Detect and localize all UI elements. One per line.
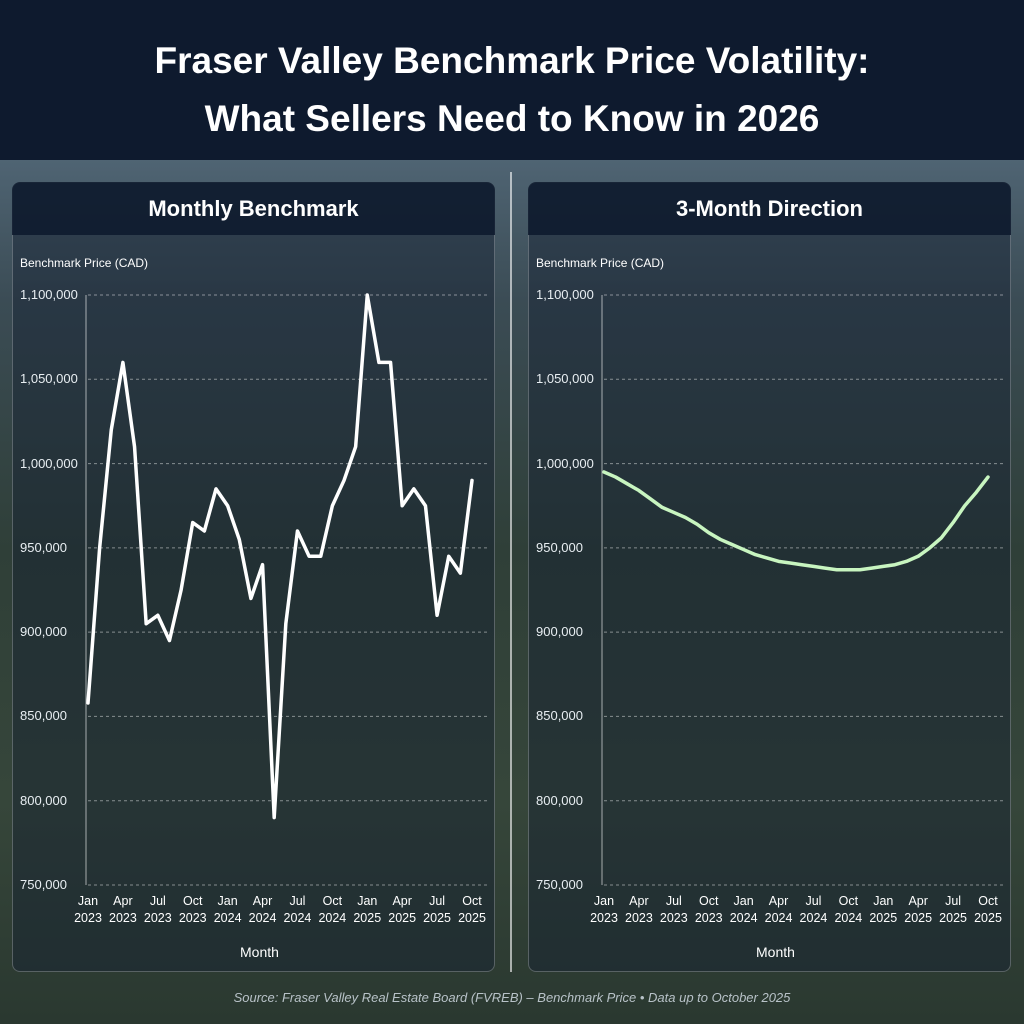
x-tick-label: Apr 2025 — [904, 894, 933, 925]
x-tick-label: Jan 2025 — [353, 894, 382, 925]
line — [602, 470, 990, 572]
x-tick-label: Oct 2023 — [178, 894, 207, 925]
x-tick-label: Jan 2023 — [74, 894, 102, 925]
y-tick-label: 1,100,000 — [20, 287, 78, 302]
y-axis-label: Benchmark Price (CAD) — [536, 256, 665, 270]
x-tick-label: Jul 2023 — [143, 894, 172, 925]
x-tick-label: Jul 2023 — [659, 894, 688, 925]
y-tick-label: 850,000 — [20, 708, 67, 724]
x-tick-label: Jul 2024 — [283, 894, 312, 925]
y-tick-label: 1,100,000 — [536, 287, 594, 302]
y-tick-label: 950,000 — [20, 539, 67, 555]
x-tick-label: Jan 2024 — [729, 894, 758, 925]
header — [0, 0, 1024, 160]
page-title: Fraser Valley Benchmark Price Volatility… — [154, 40, 870, 81]
x-axis-label: Month — [756, 944, 795, 960]
x-tick-label: Jul 2025 — [939, 894, 967, 925]
line — [86, 293, 474, 820]
panel-title: Monthly Benchmark — [12, 182, 495, 235]
x-tick-label: Jan 2023 — [590, 894, 618, 925]
x-tick-label: Jan 2024 — [213, 894, 242, 925]
divider — [510, 172, 512, 972]
y-axis-label: Benchmark Price (CAD) — [20, 256, 149, 270]
panel-title: 3-Month Direction — [528, 182, 1011, 235]
y-tick-label: 950,000 — [536, 539, 583, 555]
x-tick-label: Apr 2024 — [764, 894, 793, 925]
y-tick-label: 1,000,000 — [536, 455, 594, 471]
y-tick-label: 750,000 — [20, 877, 67, 892]
x-tick-label: Oct 2024 — [834, 894, 863, 925]
y-tick-label: 850,000 — [536, 708, 583, 724]
x-tick-label: Oct 2025 — [974, 894, 1002, 925]
y-tick-label: 750,000 — [536, 877, 583, 892]
y-tick-label: 800,000 — [20, 792, 67, 808]
y-tick-label: 900,000 — [20, 624, 67, 640]
x-tick-label: Apr 2023 — [625, 894, 653, 925]
y-tick-label: 800,000 — [536, 792, 583, 808]
panel — [12, 182, 495, 972]
x-tick-label: Oct 2023 — [694, 894, 723, 925]
x-tick-label: Oct 2025 — [458, 894, 486, 925]
x-axis-label: Month — [240, 944, 279, 960]
y-tick-label: 1,000,000 — [20, 455, 78, 471]
x-tick-label: Apr 2025 — [388, 894, 417, 925]
x-tick-label: Jul 2024 — [799, 894, 828, 925]
source-note: Source: Fraser Valley Real Estate Board … — [233, 990, 791, 1005]
x-tick-label: Oct 2024 — [318, 894, 347, 925]
panel — [528, 182, 1011, 972]
x-tick-label: Apr 2024 — [248, 894, 277, 925]
page-title: What Sellers Need to Know in 2026 — [204, 98, 820, 139]
x-tick-label: Apr 2023 — [109, 894, 137, 925]
x-tick-label: Jul 2025 — [423, 894, 451, 925]
y-tick-label: 900,000 — [536, 624, 583, 640]
x-tick-label: Jan 2025 — [869, 894, 898, 925]
y-tick-label: 1,050,000 — [20, 371, 78, 387]
y-tick-label: 1,050,000 — [536, 371, 594, 387]
